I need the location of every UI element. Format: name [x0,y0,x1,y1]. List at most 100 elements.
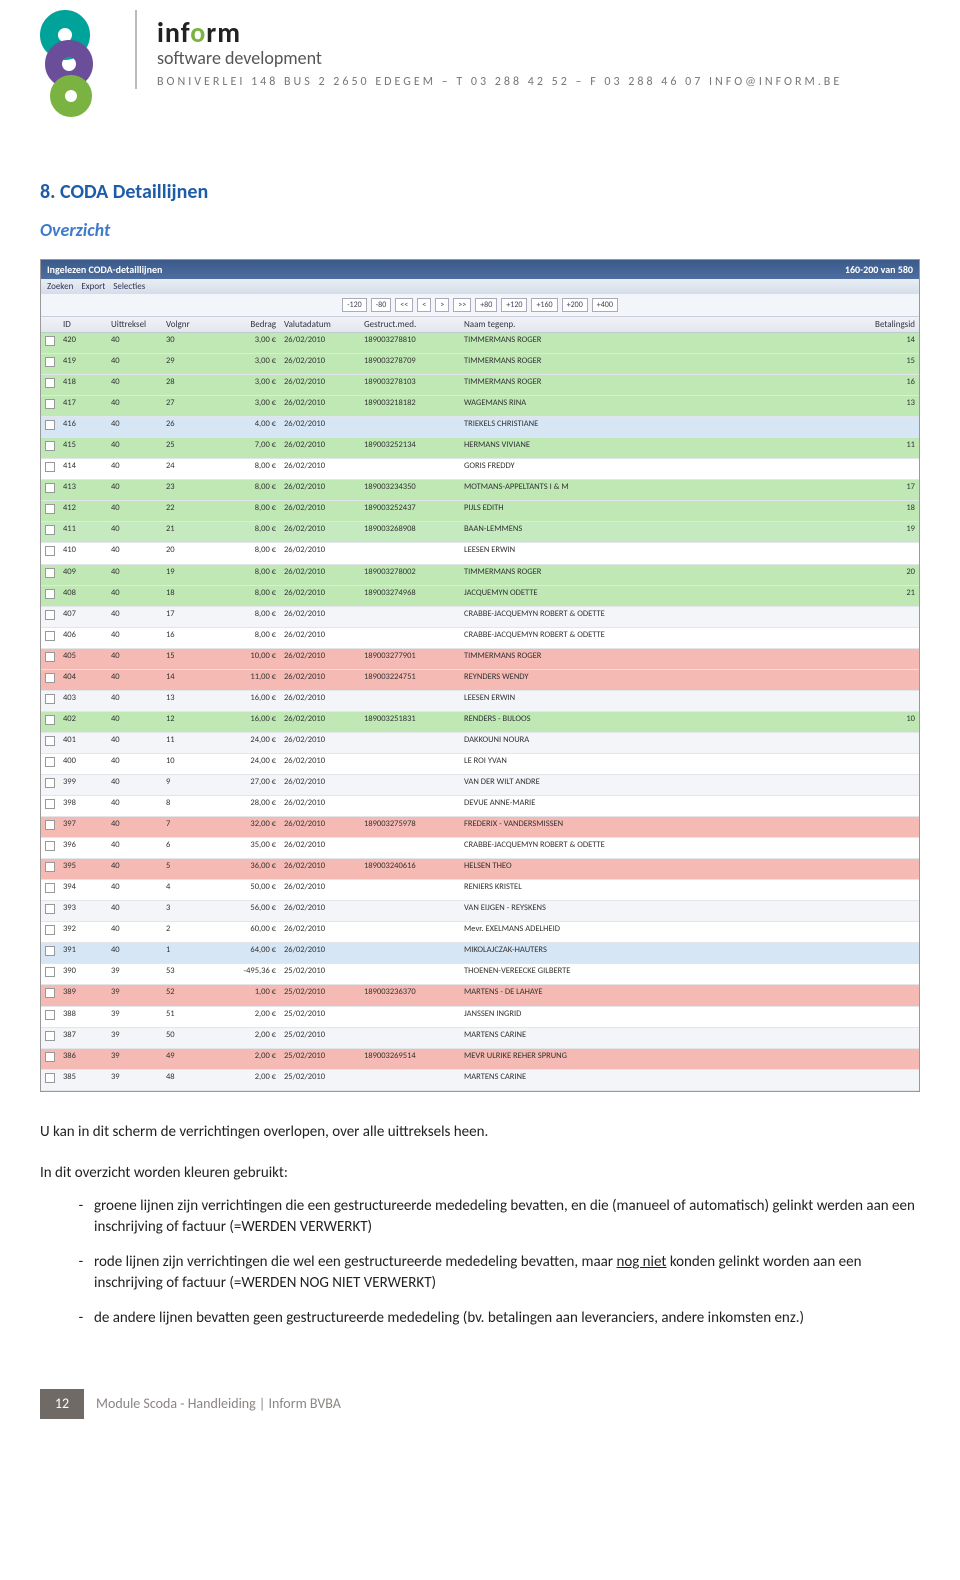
table-row[interactable]: 41140218,00 €26/02/2010189003268908BAAN-… [41,522,919,543]
row-checkbox[interactable] [45,715,55,725]
table-row[interactable]: 39240260,00 €26/02/2010Mevr. EXELMANS AD… [41,922,919,943]
pager-button[interactable]: >> [453,298,471,312]
row-checkbox[interactable] [45,589,55,599]
table-row[interactable]: 400401024,00 €26/02/2010LE ROI YVAN [41,754,919,775]
row-checkbox[interactable] [45,841,55,851]
row-checkbox[interactable] [45,378,55,388]
row-checkbox[interactable] [45,967,55,977]
row-checkbox[interactable] [45,757,55,767]
table-row[interactable]: 40740178,00 €26/02/2010CRABBE-JACQUEMYN … [41,607,919,628]
row-checkbox[interactable] [45,504,55,514]
table-row[interactable]: 42040303,00 €26/02/2010189003278810TIMME… [41,333,919,354]
menu-item[interactable]: Export [81,281,105,292]
column-header[interactable]: Bedrag [210,317,280,332]
column-header[interactable]: Naam tegenp. [460,317,859,332]
table-row[interactable]: 41440248,00 €26/02/2010GORIS FREDDY [41,459,919,480]
row-checkbox[interactable] [45,694,55,704]
row-checkbox[interactable] [45,778,55,788]
menu-item[interactable]: Selecties [113,281,145,292]
row-checkbox[interactable] [45,736,55,746]
row-checkbox[interactable] [45,399,55,409]
table-row[interactable]: 38539482,00 €25/02/2010MARTENS CARINE [41,1070,919,1091]
table-row[interactable]: 41240228,00 €26/02/2010189003252437PIJLS… [41,501,919,522]
row-checkbox[interactable] [45,568,55,578]
row-checkbox[interactable] [45,525,55,535]
table-row[interactable]: 403401316,00 €26/02/2010LEESEN ERWIN [41,691,919,712]
table-row[interactable]: 41540257,00 €26/02/2010189003252134HERMA… [41,438,919,459]
column-header[interactable]: Valutadatum [280,317,360,332]
page-number-badge: 12 [40,1389,84,1419]
pager-button[interactable]: +120 [501,298,527,312]
pager-button[interactable]: +200 [562,298,588,312]
table-row[interactable]: 39140164,00 €26/02/2010MIKOLAJCZAK-HAUTE… [41,943,919,964]
pager-button[interactable]: << [395,298,413,312]
table-row[interactable]: 38839512,00 €25/02/2010JANSSEN INGRID [41,1007,919,1028]
column-header[interactable]: Betalingsid [859,317,919,332]
table-row[interactable]: 39340356,00 €26/02/2010VAN EIJGEN - REYS… [41,901,919,922]
pager-button[interactable]: +400 [592,298,618,312]
row-checkbox[interactable] [45,904,55,914]
table-row[interactable]: 41940293,00 €26/02/2010189003278709TIMME… [41,354,919,375]
table-row[interactable]: 40840188,00 €26/02/2010189003274968JACQU… [41,586,919,607]
table-row[interactable]: 41340238,00 €26/02/2010189003234350MOTMA… [41,480,919,501]
row-checkbox[interactable] [45,652,55,662]
row-checkbox[interactable] [45,820,55,830]
column-header[interactable]: Gestruct.med. [360,317,460,332]
table-row[interactable]: 39740732,00 €26/02/2010189003275978FREDE… [41,817,919,838]
footer-text: Module Scoda - Handleiding | Inform BVBA [96,1395,341,1412]
row-checkbox[interactable] [45,441,55,451]
row-checkbox[interactable] [45,1010,55,1020]
row-checkbox[interactable] [45,883,55,893]
row-checkbox[interactable] [45,1073,55,1083]
pager-button[interactable]: +160 [531,298,557,312]
pager-button[interactable]: > [435,298,449,312]
row-checkbox[interactable] [45,357,55,367]
table-row[interactable]: 39940927,00 €26/02/2010VAN DER WILT ANDR… [41,775,919,796]
row-checkbox[interactable] [45,1052,55,1062]
table-row[interactable]: 404401411,00 €26/02/2010189003224751REYN… [41,670,919,691]
brand-block: inform software development BONIVERLEI 1… [135,10,842,89]
table-row[interactable]: 402401216,00 €26/02/2010189003251831REND… [41,712,919,733]
table-row[interactable]: 405401510,00 €26/02/2010189003277901TIMM… [41,649,919,670]
pager-button[interactable]: < [417,298,431,312]
table-row[interactable]: 41040208,00 €26/02/2010LEESEN ERWIN [41,543,919,564]
table-row[interactable]: 39540536,00 €26/02/2010189003240616HELSE… [41,859,919,880]
pager-button[interactable]: -80 [371,298,392,312]
table-row[interactable]: 38639492,00 €25/02/2010189003269514MEVR … [41,1049,919,1070]
row-checkbox[interactable] [45,946,55,956]
row-checkbox[interactable] [45,988,55,998]
table-row[interactable]: 3903953-495,36 €25/02/2010THOENEN-VEREEC… [41,964,919,985]
row-checkbox[interactable] [45,610,55,620]
row-checkbox[interactable] [45,1031,55,1041]
pager-button[interactable]: +80 [475,298,497,312]
column-header[interactable]: Uittreksel [107,317,162,332]
table-row[interactable]: 41640264,00 €26/02/2010TRIEKELS CHRISTIA… [41,417,919,438]
row-checkbox[interactable] [45,420,55,430]
table-row[interactable]: 39440450,00 €26/02/2010RENIERS KRISTEL [41,880,919,901]
table-row[interactable]: 39840828,00 €26/02/2010DEVUE ANNE-MARIE [41,796,919,817]
row-checkbox[interactable] [45,462,55,472]
column-header[interactable]: Volgnr [162,317,210,332]
menu-item[interactable]: Zoeken [47,281,73,292]
page-header: inform software development BONIVERLEI 1… [40,0,920,150]
column-header[interactable] [41,317,59,332]
table-row[interactable]: 38739502,00 €25/02/2010MARTENS CARINE [41,1028,919,1049]
table-row[interactable]: 41840283,00 €26/02/2010189003278103TIMME… [41,375,919,396]
row-checkbox[interactable] [45,925,55,935]
row-checkbox[interactable] [45,862,55,872]
row-checkbox[interactable] [45,799,55,809]
table-row[interactable]: 41740273,00 €26/02/2010189003218182WAGEM… [41,396,919,417]
table-row[interactable]: 401401124,00 €26/02/2010DAKKOUNI NOURA [41,733,919,754]
row-checkbox[interactable] [45,631,55,641]
table-row[interactable]: 40640168,00 €26/02/2010CRABBE-JACQUEMYN … [41,628,919,649]
column-header[interactable]: ID [59,317,107,332]
row-checkbox[interactable] [45,336,55,346]
table-row[interactable]: 38939521,00 €25/02/2010189003236370MARTE… [41,985,919,1006]
pager-button[interactable]: -120 [342,298,367,312]
color-legend-list: groene lijnen zijn verrichtingen die een… [40,1196,920,1329]
table-row[interactable]: 40940198,00 €26/02/2010189003278002TIMME… [41,565,919,586]
row-checkbox[interactable] [45,546,55,556]
row-checkbox[interactable] [45,483,55,493]
row-checkbox[interactable] [45,673,55,683]
table-row[interactable]: 39640635,00 €26/02/2010CRABBE-JACQUEMYN … [41,838,919,859]
